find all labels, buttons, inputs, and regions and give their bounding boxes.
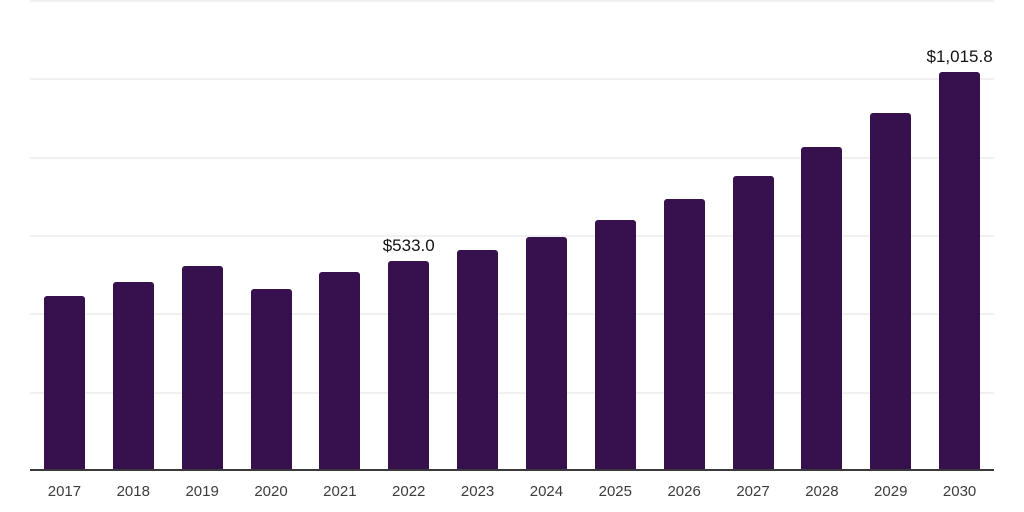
x-axis-label-2020: 2020: [254, 483, 288, 500]
x-axis-label-2018: 2018: [116, 483, 150, 500]
x-axis-label-2024: 2024: [529, 483, 564, 500]
x-axis-label-2022: 2022: [392, 483, 426, 500]
x-axis-label-2021: 2021: [323, 483, 357, 500]
bar-slot-2026: [650, 0, 719, 470]
bar-slot-2029: [856, 0, 925, 470]
x-axis-label-2023: 2023: [460, 483, 495, 500]
bar-slot-2023: [443, 0, 512, 470]
bar-slot-2020: [237, 0, 306, 470]
bar-value-label-2022: $533.0: [382, 236, 435, 256]
gridline-200: [30, 391, 994, 394]
x-axis-label-2019: 2019: [185, 483, 219, 500]
bar-2023: [457, 249, 499, 470]
bar-slot-2024: [512, 0, 581, 470]
bar-slot-2028: [787, 0, 856, 470]
bar-2020: [250, 289, 292, 470]
bars-row: $533.0 $1,015.8: [30, 0, 994, 470]
x-axis-label-2026: 2026: [667, 483, 701, 500]
bar-slot-2019: [168, 0, 237, 470]
bar-2021: [319, 272, 361, 470]
bar-2022: [388, 261, 430, 470]
bar-slot-2017: [30, 0, 99, 470]
bar-slot-2021: [305, 0, 374, 470]
gridline-800: [30, 156, 994, 159]
gridline-1200: [30, 0, 994, 2]
x-axis-label-2025: 2025: [598, 483, 632, 500]
gridline-1000: [30, 78, 994, 81]
gridline-600: [30, 235, 994, 237]
x-axis-line: [30, 469, 994, 471]
x-axis-label-2029: 2029: [874, 483, 908, 500]
bar-2029: [870, 113, 912, 470]
bar-2024: [525, 236, 567, 470]
x-axis-label-2017: 2017: [47, 483, 82, 500]
gridline-400: [30, 313, 994, 316]
bar-2025: [594, 220, 636, 470]
bar-value-label-2030: $1,015.8: [926, 47, 993, 67]
bar-slot-2027: [719, 0, 788, 470]
bar-2018: [112, 281, 154, 470]
bar-slot-2025: [581, 0, 650, 470]
x-axis-tick-labels: 2017 2018 2019 2020 2021 2022 2023 2024 2025 2026…: [30, 483, 994, 501]
x-axis-label-2027: 2027: [736, 483, 770, 500]
x-axis-label-2028: 2028: [805, 483, 839, 500]
bar-2030: [939, 72, 981, 470]
x-axis-label-2030: 2030: [942, 483, 977, 500]
bar-slot-2018: [99, 0, 168, 470]
bar-2027: [732, 175, 774, 470]
bar-2028: [801, 146, 843, 470]
bar-slot-2022: $533.0: [374, 0, 443, 470]
bar-2026: [663, 199, 705, 470]
bar-2019: [181, 265, 223, 470]
bar-2017: [43, 296, 85, 470]
plot-area: $533.0 $1,015.8: [30, 0, 994, 470]
bar-slot-2030: $1,015.8: [925, 0, 994, 470]
